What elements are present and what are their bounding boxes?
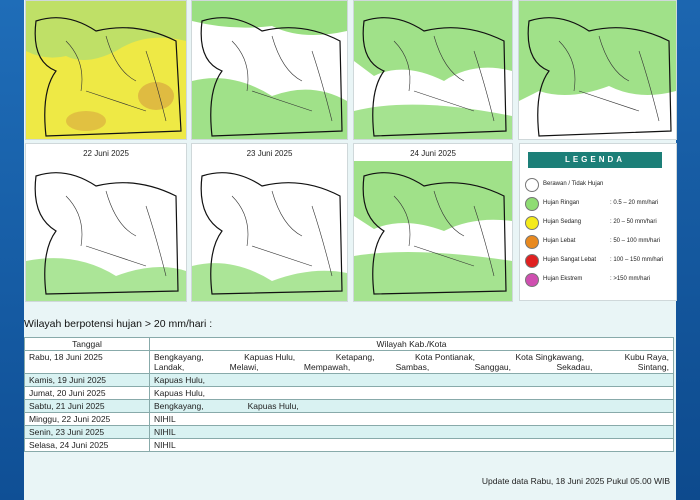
right-background-strip [676, 0, 700, 500]
legend-label: Berawan / Tidak Hujan [543, 181, 604, 187]
legend-label: Hujan Lebat [543, 238, 576, 244]
section-title: Wilayah berpotensi hujan > 20 mm/hari : [24, 318, 213, 330]
region-name: Landak, [154, 362, 185, 372]
legend-label: Hujan Ekstrem [543, 276, 583, 282]
map-kalbar-2 [192, 1, 347, 139]
region-name: Bengkayang, [154, 401, 204, 411]
region-name: NIHIL [154, 440, 176, 450]
map-date-24: 24 Juni 2025 [410, 149, 456, 158]
region-name: Bengkayang, [154, 352, 204, 362]
legend-item-light: Hujan Ringan : 0.5 – 20 mm/hari [525, 196, 675, 212]
region-line: Landak, Melawi, Mempawah, Sambas, Sanggau, Se… [154, 362, 669, 372]
region-line: NIHIL [154, 414, 669, 424]
region-line: Bengkayang, Kapuas Hulu, Ketapang, Kota Pon… [154, 352, 669, 362]
row-regions: Bengkayang, Kapuas Hulu, Ketapang, Kota Pon… [149, 350, 674, 374]
legend-swatch [525, 254, 539, 268]
table-header-row: Tanggal Wilayah Kab./Kota [24, 337, 674, 351]
row-regions: NIHIL [149, 425, 674, 439]
region-name: Kapuas Hulu, [247, 401, 299, 411]
region-name: Mempawah, [303, 362, 351, 372]
row-date: Kamis, 19 Juni 2025 [24, 373, 150, 387]
row-date: Selasa, 24 Juni 2025 [24, 438, 150, 452]
region-name: Kubu Raya, [624, 352, 669, 362]
region-name: Kota Singkawang, [515, 352, 585, 362]
rain-region-table: Tanggal Wilayah Kab./Kota Rabu, 18 Juni … [24, 337, 674, 452]
legend-swatch [525, 273, 539, 287]
region-name: Ketapang, [335, 352, 375, 362]
row-date: Senin, 23 Juni 2025 [24, 425, 150, 439]
legend-swatch [525, 197, 539, 211]
legend-item-heavy: Hujan Lebat : 50 – 100 mm/hari [525, 234, 675, 250]
legend-range: : >150 mm/hari [610, 276, 651, 282]
map-panel-7: 24 Juni 2025 [353, 143, 513, 302]
legend: LEGENDA Berawan / Tidak Hujan Hujan Ring… [519, 143, 677, 301]
map-kalbar-1 [26, 1, 186, 139]
legend-item-cloudy: Berawan / Tidak Hujan [525, 177, 675, 193]
region-name: Kapuas Hulu, [244, 352, 296, 362]
row-regions: Kapuas Hulu, [149, 373, 674, 387]
legend-range: : 50 – 100 mm/hari [610, 238, 661, 244]
legend-label: Hujan Sangat Lebat [543, 257, 597, 263]
table-row: Jumat, 20 Juni 2025 Kapuas Hulu, [24, 386, 674, 400]
region-name: NIHIL [154, 414, 176, 424]
row-regions: NIHIL [149, 412, 674, 426]
col-header-regions: Wilayah Kab./Kota [149, 337, 674, 351]
map-date-23: 23 Juni 2025 [246, 149, 293, 158]
table-row: Senin, 23 Juni 2025 NIHIL [24, 425, 674, 439]
row-regions: Kapuas Hulu, [149, 386, 674, 400]
region-line: NIHIL [154, 440, 669, 450]
row-date: Sabtu, 21 Juni 2025 [24, 399, 150, 413]
legend-item-moderate: Hujan Sedang : 20 – 50 mm/hari [525, 215, 675, 231]
region-name: Melawi, [229, 362, 259, 372]
legend-range: : 0.5 – 20 mm/hari [610, 200, 659, 206]
map-kalbar-4 [519, 1, 676, 139]
update-footer: Update data Rabu, 18 Juni 2025 Pukul 05.… [481, 476, 670, 486]
table-row: Kamis, 19 Juni 2025 Kapuas Hulu, [24, 373, 674, 387]
row-date: Minggu, 22 Juni 2025 [24, 412, 150, 426]
region-name: Sanggau, [474, 362, 512, 372]
legend-swatch [525, 216, 539, 230]
col-header-date: Tanggal [24, 337, 150, 351]
table-row: Selasa, 24 Juni 2025 NIHIL [24, 438, 674, 452]
region-line: Kapuas Hulu, [154, 375, 669, 385]
region-line: Bengkayang, Kapuas Hulu, [154, 401, 669, 411]
region-name: Kota Pontianak, [414, 352, 475, 362]
map-kalbar-5 [26, 161, 186, 301]
row-regions: NIHIL [149, 438, 674, 452]
legend-swatch [525, 235, 539, 249]
region-name: Kapuas Hulu, [154, 388, 206, 398]
map-panel-4 [518, 0, 677, 140]
table-row: Minggu, 22 Juni 2025 NIHIL [24, 412, 674, 426]
legend-title: LEGENDA [528, 152, 662, 168]
region-name: Kapuas Hulu, [154, 375, 206, 385]
region-name: Sintang, [637, 362, 669, 372]
map-kalbar-6 [192, 161, 347, 301]
left-background-strip [0, 0, 24, 500]
region-name: Sekadau, [556, 362, 593, 372]
map-panel-3 [353, 0, 513, 140]
table-row: Rabu, 18 Juni 2025 Bengkayang, Kapuas Hulu… [24, 350, 674, 374]
table-row: Sabtu, 21 Juni 2025 Bengkayang, Kapuas Hul… [24, 399, 674, 413]
legend-item-extreme: Hujan Ekstrem : >150 mm/hari [525, 272, 675, 288]
legend-swatch [525, 178, 539, 192]
legend-label: Hujan Ringan [543, 200, 580, 206]
map-panel-5: 22 Juni 2025 [25, 143, 187, 302]
region-line: NIHIL [154, 427, 669, 437]
region-line: Kapuas Hulu, [154, 388, 669, 398]
legend-range: : 100 – 150 mm/hari [610, 257, 664, 263]
region-name: NIHIL [154, 427, 176, 437]
row-date: Jumat, 20 Juni 2025 [24, 386, 150, 400]
map-date-22: 22 Juni 2025 [83, 149, 129, 158]
legend-item-very-heavy: Hujan Sangat Lebat : 100 – 150 mm/hari [525, 253, 675, 269]
legend-range: : 20 – 50 mm/hari [610, 219, 657, 225]
map-panel-1 [25, 0, 187, 140]
map-kalbar-3 [354, 1, 512, 139]
map-kalbar-7 [354, 161, 512, 301]
region-name: Sambas, [395, 362, 430, 372]
map-panel-2 [191, 0, 348, 140]
row-regions: Bengkayang, Kapuas Hulu, [149, 399, 674, 413]
legend-label: Hujan Sedang [543, 219, 582, 225]
map-panel-6: 23 Juni 2025 [191, 143, 348, 302]
row-date: Rabu, 18 Juni 2025 [24, 350, 150, 374]
